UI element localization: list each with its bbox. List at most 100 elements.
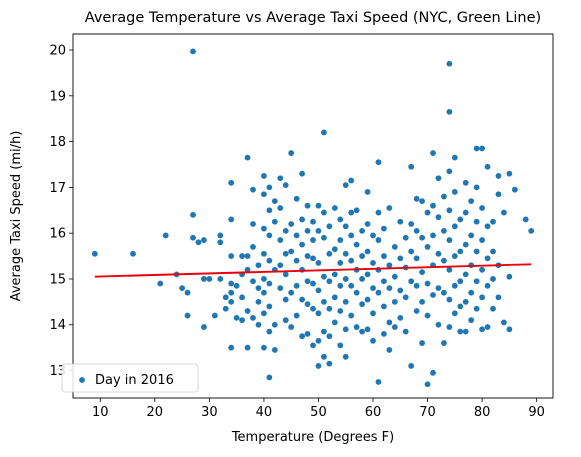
data-point — [435, 285, 442, 292]
data-point — [462, 271, 469, 278]
data-point — [402, 234, 409, 241]
data-point — [391, 298, 398, 305]
data-point — [495, 191, 502, 198]
data-point — [293, 312, 300, 319]
data-point — [162, 232, 169, 239]
data-point — [195, 239, 202, 246]
data-point — [321, 298, 327, 305]
data-point — [402, 294, 409, 301]
data-point — [299, 170, 305, 177]
data-point — [217, 232, 224, 239]
data-point — [211, 312, 218, 319]
data-point — [293, 232, 300, 239]
data-point — [359, 301, 365, 308]
data-point — [446, 266, 453, 273]
data-point — [364, 248, 371, 255]
data-point — [315, 227, 322, 234]
data-point — [430, 369, 436, 376]
data-point — [381, 225, 387, 232]
data-point — [446, 168, 453, 175]
data-point — [490, 305, 496, 312]
data-point — [266, 184, 273, 191]
data-point — [288, 324, 295, 330]
data-point — [282, 271, 289, 278]
data-point — [468, 232, 475, 239]
data-point — [299, 296, 305, 303]
data-point — [250, 221, 256, 227]
data-point — [391, 324, 398, 330]
data-point — [157, 280, 164, 287]
data-point — [255, 262, 262, 269]
data-point — [353, 324, 360, 330]
data-point — [266, 257, 273, 264]
data-point — [277, 285, 284, 292]
data-point — [271, 347, 278, 353]
data-point — [266, 207, 273, 214]
data-point — [413, 195, 420, 202]
data-point — [446, 296, 453, 303]
data-point — [233, 314, 240, 321]
data-point — [315, 310, 322, 317]
data-point — [391, 244, 398, 250]
data-point — [261, 310, 267, 317]
data-point — [397, 218, 404, 225]
data-point — [326, 333, 333, 340]
data-point — [321, 234, 327, 241]
data-point — [348, 177, 355, 184]
data-point — [441, 257, 447, 264]
data-point — [479, 294, 485, 301]
data-point — [419, 298, 425, 305]
data-point — [419, 340, 425, 346]
data-point — [364, 296, 371, 303]
data-point — [321, 273, 327, 280]
data-point — [430, 150, 436, 156]
data-point — [348, 312, 355, 319]
data-point — [288, 150, 295, 156]
data-point — [217, 239, 224, 246]
data-point — [484, 282, 491, 289]
legend-marker — [79, 377, 85, 383]
data-point — [446, 324, 453, 330]
data-point — [457, 303, 464, 310]
data-point — [299, 241, 305, 248]
data-point — [321, 129, 327, 136]
data-point — [244, 344, 251, 351]
data-point — [424, 381, 431, 388]
data-point — [271, 321, 278, 328]
data-point — [495, 294, 502, 301]
data-point — [342, 298, 349, 305]
data-point — [299, 333, 305, 340]
data-point — [473, 305, 480, 312]
data-point — [506, 170, 513, 177]
data-point — [457, 216, 464, 223]
data-point — [484, 223, 491, 230]
data-point — [528, 227, 535, 234]
data-point — [310, 305, 316, 312]
data-point — [468, 198, 475, 205]
data-point — [353, 289, 360, 296]
x-tick-label: 50 — [310, 405, 327, 420]
data-point — [484, 163, 491, 170]
data-point — [277, 237, 284, 243]
data-point — [315, 337, 322, 344]
data-point — [201, 324, 207, 330]
data-point — [190, 234, 196, 241]
x-axis-ticks: 10 20 30 40 50 60 70 80 90 — [92, 398, 545, 420]
data-point — [310, 218, 316, 225]
data-point — [304, 202, 311, 209]
data-point — [479, 145, 485, 152]
data-point — [293, 257, 300, 264]
trend-line — [94, 263, 532, 278]
data-point — [331, 294, 338, 301]
data-point — [261, 289, 267, 296]
data-point — [277, 205, 284, 211]
data-points — [91, 48, 535, 388]
data-point — [130, 250, 136, 257]
data-point — [473, 218, 480, 225]
data-point — [359, 253, 365, 259]
data-point — [386, 205, 393, 211]
data-point — [457, 248, 464, 255]
data-point — [424, 244, 431, 250]
data-point — [479, 237, 485, 243]
data-point — [370, 232, 376, 239]
